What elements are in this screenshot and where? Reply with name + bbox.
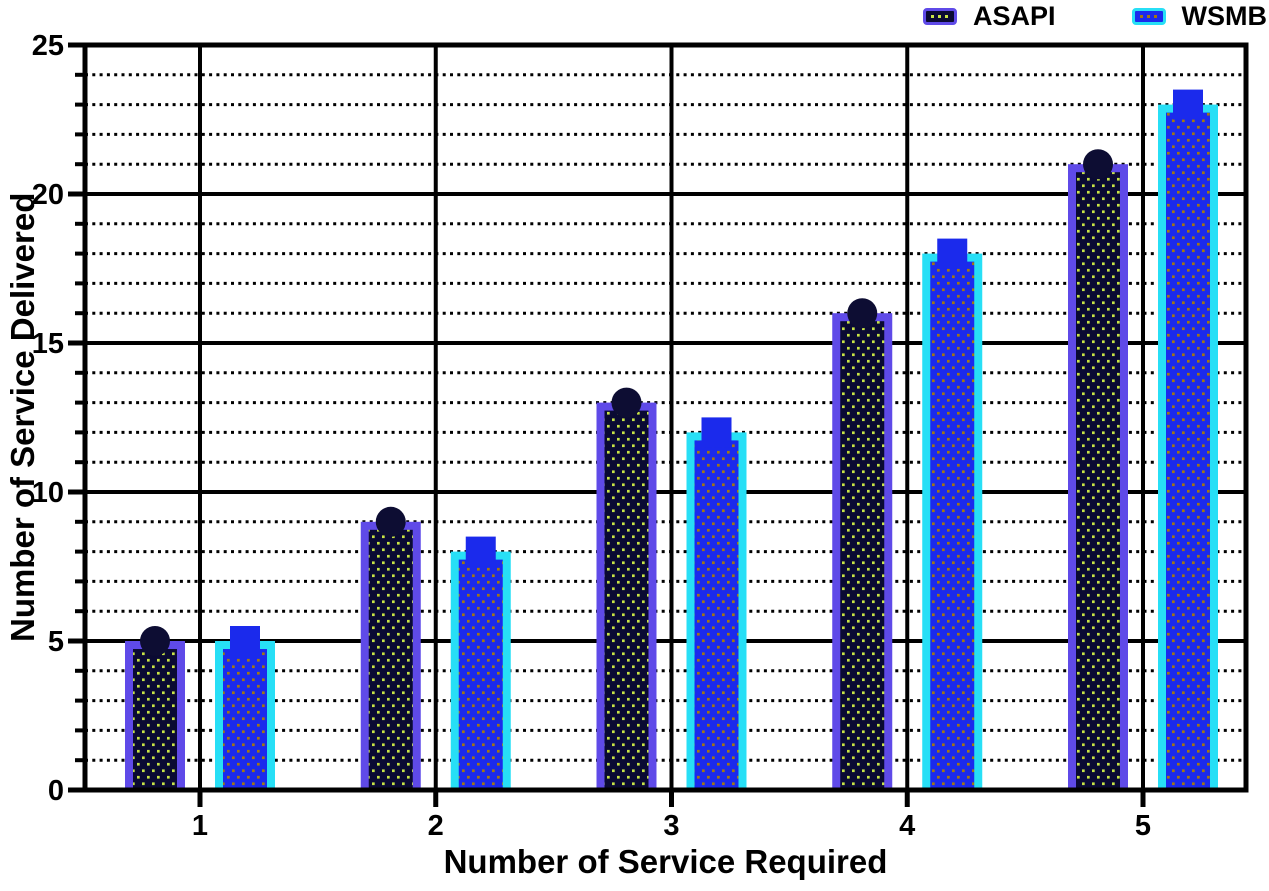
x-tick-label-5: 5 [1135, 810, 1151, 842]
marker-asapi-2 [375, 506, 406, 537]
marker-asapi-3 [611, 387, 642, 418]
series-asapi [125, 149, 1128, 792]
wsmb-bar-swatch-icon [1131, 7, 1166, 25]
x-tick-label-1: 1 [192, 810, 208, 842]
plot-frame [82, 42, 1249, 793]
marker-asapi-4 [847, 298, 878, 329]
legend-item-asapi: ASAPI [922, 0, 1056, 32]
marker-wsmb-5 [1173, 89, 1203, 120]
marker-asapi-5 [1083, 149, 1113, 180]
gridlines [85, 45, 1246, 790]
asapi-bar-swatch-icon [922, 7, 957, 25]
series-wsmb [215, 89, 1218, 793]
y-tick-label-25: 25 [32, 30, 64, 62]
marker-wsmb-2 [465, 536, 496, 567]
marker-wsmb-1 [230, 626, 260, 656]
x-axis-title: Number of Service Required [443, 843, 888, 880]
x-tick-label-3: 3 [663, 810, 679, 842]
y-tick-label-20: 20 [32, 179, 64, 211]
x-tick-label-4: 4 [899, 810, 915, 842]
legend: ASAPI WSMB [922, 0, 1267, 32]
y-tick-label-10: 10 [32, 477, 64, 509]
legend-label-asapi: ASAPI [972, 0, 1056, 31]
x-tick-label-2: 2 [428, 810, 444, 842]
y-axis-title: Number of Service Delivered [4, 192, 41, 643]
y-tick-label-5: 5 [48, 626, 64, 658]
marker-wsmb-4 [937, 238, 968, 269]
legend-item-wsmb: WSMB [1131, 0, 1267, 32]
axis-ticks [68, 42, 1146, 807]
marker-wsmb-3 [701, 417, 732, 448]
y-tick-label-0: 0 [48, 775, 64, 807]
legend-label-wsmb: WSMB [1181, 0, 1267, 31]
marker-asapi-1 [140, 626, 170, 656]
y-tick-label-15: 15 [32, 328, 64, 360]
